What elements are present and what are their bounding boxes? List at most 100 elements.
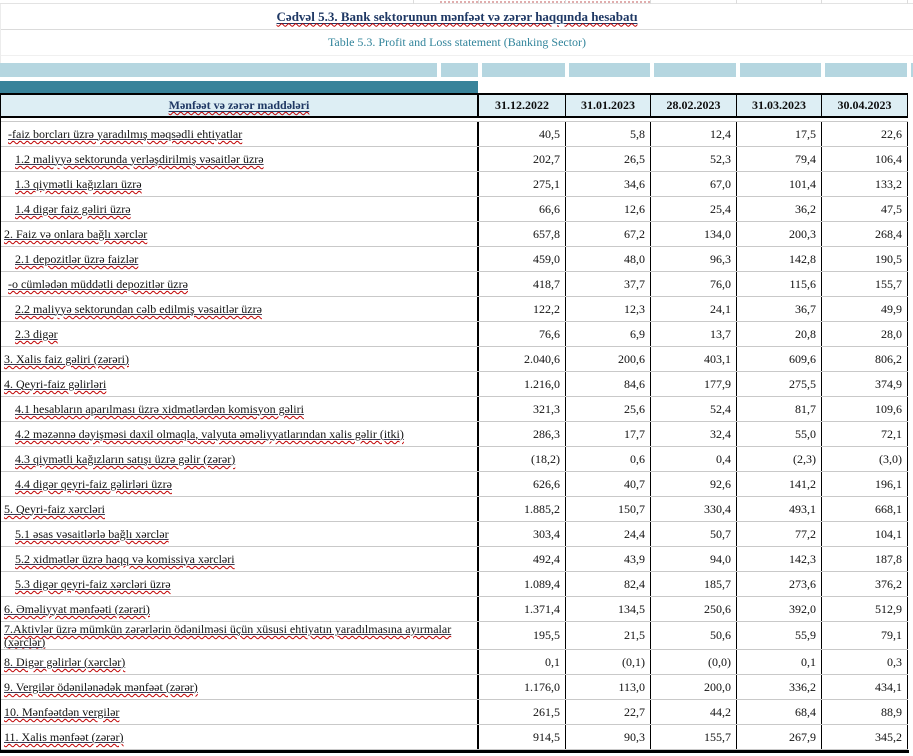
page-title: Cədvəl 5.3. Bank sektorunun mənfəət və z… [1,4,913,30]
header-gap [1,118,908,122]
row-value: 84,6 [566,372,651,396]
row-value: 67,2 [566,222,651,246]
row-value: 261,5 [479,700,566,724]
row-value: (0,1) [566,650,651,674]
row-value: 200,6 [566,347,651,371]
row-value: 133,2 [822,172,908,196]
row-value: 68,4 [737,700,822,724]
row-value: 267,9 [737,725,822,749]
row-value: 200,3 [737,222,822,246]
row-value: 115,6 [737,272,822,296]
table-row: 1.2 maliyyə sektorunda yerləşdirilmiş və… [1,147,908,172]
row-value: 101,4 [737,172,822,196]
row-label: -o cümlədən müddətli depozitlər üzrə [1,272,479,296]
row-value: 82,4 [566,572,651,596]
table-row: 5.3 digər qeyri-faiz xərcləri üzrə 1.089… [1,572,908,597]
row-value: (3,0) [822,447,908,471]
row-label: 4.4 digər qeyri-faiz gəlirləri üzrə [1,472,479,496]
row-value: 626,6 [479,472,566,496]
row-value: 250,6 [651,597,737,621]
row-value: 36,7 [737,297,822,321]
row-value: 48,0 [566,247,651,271]
row-value: 134,5 [566,597,651,621]
row-value: 12,4 [651,122,737,146]
row-value: 20,8 [737,322,822,346]
header-date-column: 30.04.2023 [822,95,908,116]
row-value: 32,4 [651,422,737,446]
row-value: 52,3 [651,147,737,171]
row-value: 187,8 [822,547,908,571]
row-value: 34,6 [566,172,651,196]
table-row: 1.4 digər faiz gəliri üzrə 66,6 12,6 25,… [1,197,908,222]
row-value: 512,9 [822,597,908,621]
table-header-row: Mənfəət və zərər maddələri 31.12.2022 31… [1,93,908,118]
row-value: 79,4 [737,147,822,171]
row-value: 330,4 [651,497,737,521]
row-label: 2.2 maliyyə sektorundan cəlb edilmiş vəs… [1,297,479,321]
row-value: 50,6 [651,622,737,649]
table-row: 4.4 digər qeyri-faiz gəlirləri üzrə 626,… [1,472,908,497]
row-value: 72,1 [822,422,908,446]
table-row: 5. Qeyri-faiz xərcləri 1.885,2 150,7 330… [1,497,908,522]
row-value: 17,7 [566,422,651,446]
row-value: 1.885,2 [479,497,566,521]
row-value: 17,5 [737,122,822,146]
row-value: 141,2 [737,472,822,496]
row-label: 9. Vergilər ödənilənədək mənfəət (zərər) [1,675,479,699]
row-value: 76,6 [479,322,566,346]
row-value: 22,7 [566,700,651,724]
row-value: 459,0 [479,247,566,271]
row-value: 28,0 [822,322,908,346]
row-value: 200,0 [651,675,737,699]
row-value: 0,6 [566,447,651,471]
table-row: 2. Faiz və onlara bağlı xərclər 657,8 67… [1,222,908,247]
table-row: 4.3 qiymətli kağızların satışı üzrə gəli… [1,447,908,472]
row-value: 24,4 [566,522,651,546]
page-subtitle: Table 5.3. Profit and Loss statement (Ba… [1,30,913,56]
row-value: 0,4 [651,447,737,471]
row-value: 12,3 [566,297,651,321]
row-value: 286,3 [479,422,566,446]
row-label: 2.1 depozitlər üzrə faizlər [1,247,479,271]
row-value: 6,9 [566,322,651,346]
row-label: 3. Xalis faiz gəliri (zərəri) [1,347,479,371]
row-value: 36,2 [737,197,822,221]
row-value: 434,1 [822,675,908,699]
row-value: 668,1 [822,497,908,521]
row-value: 0,3 [822,650,908,674]
table-row: 2.1 depozitlər üzrə faizlər 459,0 48,0 9… [1,247,908,272]
row-value: 492,4 [479,547,566,571]
row-value: 392,0 [737,597,822,621]
table-row: 4.1 hesabların aparılması üzrə xidmətlər… [1,397,908,422]
row-label: 1.3 qiymətli kağızları üzrə [1,172,479,196]
row-value: 196,1 [822,472,908,496]
row-value: 493,1 [737,497,822,521]
row-value: 657,8 [479,222,566,246]
row-value: 55,9 [737,622,822,649]
row-value: 376,2 [822,572,908,596]
row-value: 134,0 [651,222,737,246]
header-date-column: 31.03.2023 [737,95,822,116]
row-value: 106,4 [822,147,908,171]
row-value: 275,1 [479,172,566,196]
row-value: 1.371,4 [479,597,566,621]
row-value: 418,7 [479,272,566,296]
row-label: 1.2 maliyyə sektorunda yerləşdirilmiş və… [1,147,479,171]
row-value: 81,7 [737,397,822,421]
row-value: 40,5 [479,122,566,146]
row-value: 24,1 [651,297,737,321]
table-body: -faiz borcları üzrə yaradılmış məqsədli … [1,122,908,750]
row-value: (18,2) [479,447,566,471]
row-value: 155,7 [822,272,908,296]
row-value: 321,3 [479,397,566,421]
table-row: 2.2 maliyyə sektorundan cəlb edilmiş vəs… [1,297,908,322]
page-subtitle-text: Table 5.3. Profit and Loss statement (Ba… [327,35,587,49]
table-row: 2.3 digər 76,6 6,9 13,7 20,8 28,0 [1,322,908,347]
row-value: 374,9 [822,372,908,396]
profit-loss-table: Mənfəət və zərər maddələri 31.12.2022 31… [0,93,909,753]
table-row: 3. Xalis faiz gəliri (zərəri) 2.040,6 20… [1,347,908,372]
row-label: 2. Faiz və onlara bağlı xərclər [1,222,479,246]
row-value: 44,2 [651,700,737,724]
table-bottom-border [1,750,909,753]
row-value: 1.176,0 [479,675,566,699]
